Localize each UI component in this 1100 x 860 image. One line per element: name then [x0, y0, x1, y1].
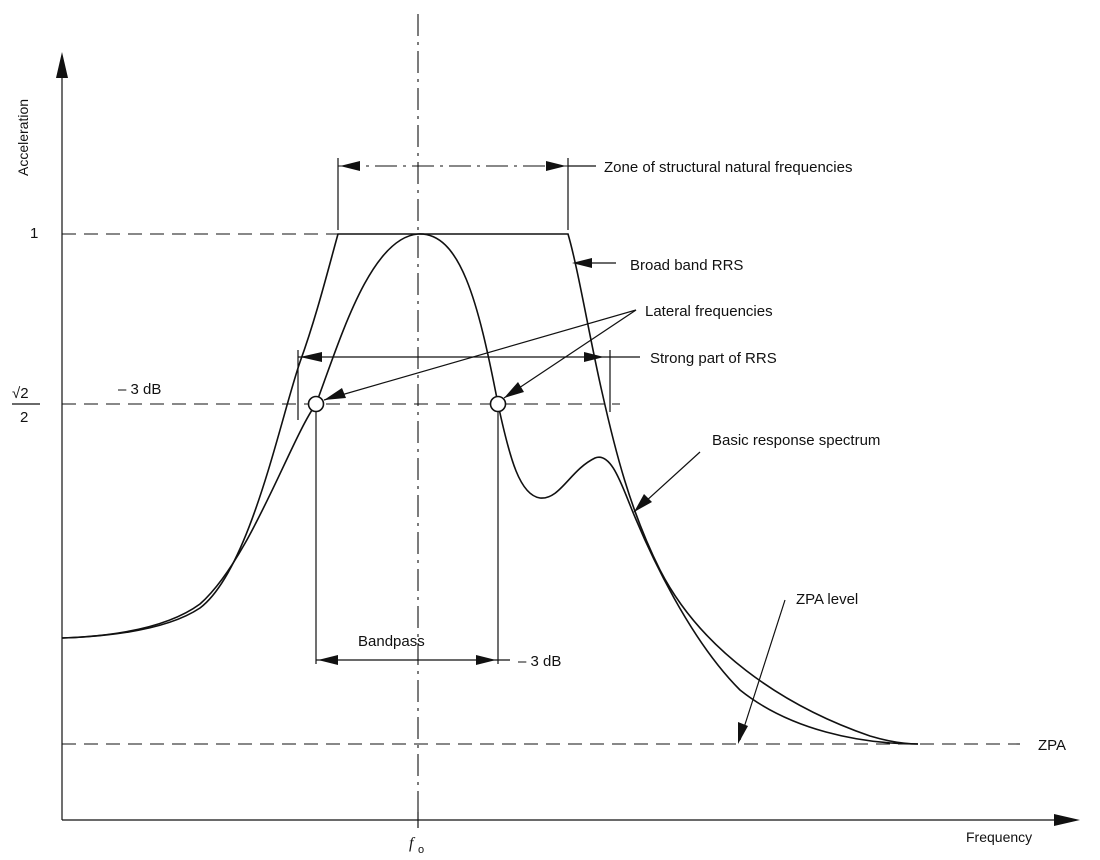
zone-label: Zone of structural natural frequencies	[604, 159, 852, 176]
lateral-point-right	[489, 395, 507, 413]
lateral-point-left	[307, 395, 325, 413]
lateral-arrow-left	[324, 388, 346, 400]
bandpass-left-arrow	[318, 655, 338, 665]
zpa-level-leader	[739, 599, 786, 741]
broad-band-label: Broad band RRS	[630, 257, 743, 274]
y-tick-sqrt2-denominator: 2	[20, 409, 28, 426]
broad-band-rrs-curve	[61, 233, 919, 745]
zone-marker	[337, 158, 596, 230]
strong-part-label: Strong part of RRS	[650, 350, 777, 367]
x-tick-f0-subscript: o	[418, 844, 424, 856]
zpa-level-label: ZPA level	[796, 591, 858, 608]
x-axis-arrowhead	[1054, 814, 1080, 826]
axes	[56, 52, 1080, 826]
strong-part-marker	[297, 350, 640, 420]
zpa-label: ZPA	[1038, 737, 1066, 754]
y-axis-arrowhead	[56, 52, 68, 78]
y-tick-one: 1	[30, 225, 38, 242]
lateral-label: Lateral frequencies	[645, 303, 773, 320]
y-tick-sqrt2-numerator: √2	[12, 385, 29, 402]
x-axis-label: Frequency	[966, 829, 1032, 845]
zpa-level-arrow	[738, 722, 748, 744]
basic-response-spectrum-curve	[61, 233, 919, 745]
bandpass-marker	[315, 412, 510, 665]
zone-left-arrow	[340, 161, 360, 171]
basic-spectrum-arrow	[634, 494, 652, 512]
strong-left-arrow	[300, 352, 322, 362]
bandpass-label: Bandpass	[358, 633, 425, 650]
minus3db-bottom-label: – 3 dB	[518, 653, 561, 670]
basic-spectrum-label: Basic response spectrum	[712, 432, 880, 449]
minus3db-left-label: – 3 dB	[118, 381, 161, 398]
y-axis-label: Acceleration	[15, 99, 31, 176]
lateral-leader-right	[503, 309, 637, 399]
x-tick-f0-label: f	[409, 835, 416, 852]
strong-right-arrow	[584, 352, 604, 362]
lateral-arrow-right	[504, 382, 524, 398]
broad-band-arrow	[572, 258, 592, 268]
bandpass-right-arrow	[476, 655, 496, 665]
zone-right-arrow	[546, 161, 566, 171]
lateral-leader-left	[323, 309, 637, 401]
